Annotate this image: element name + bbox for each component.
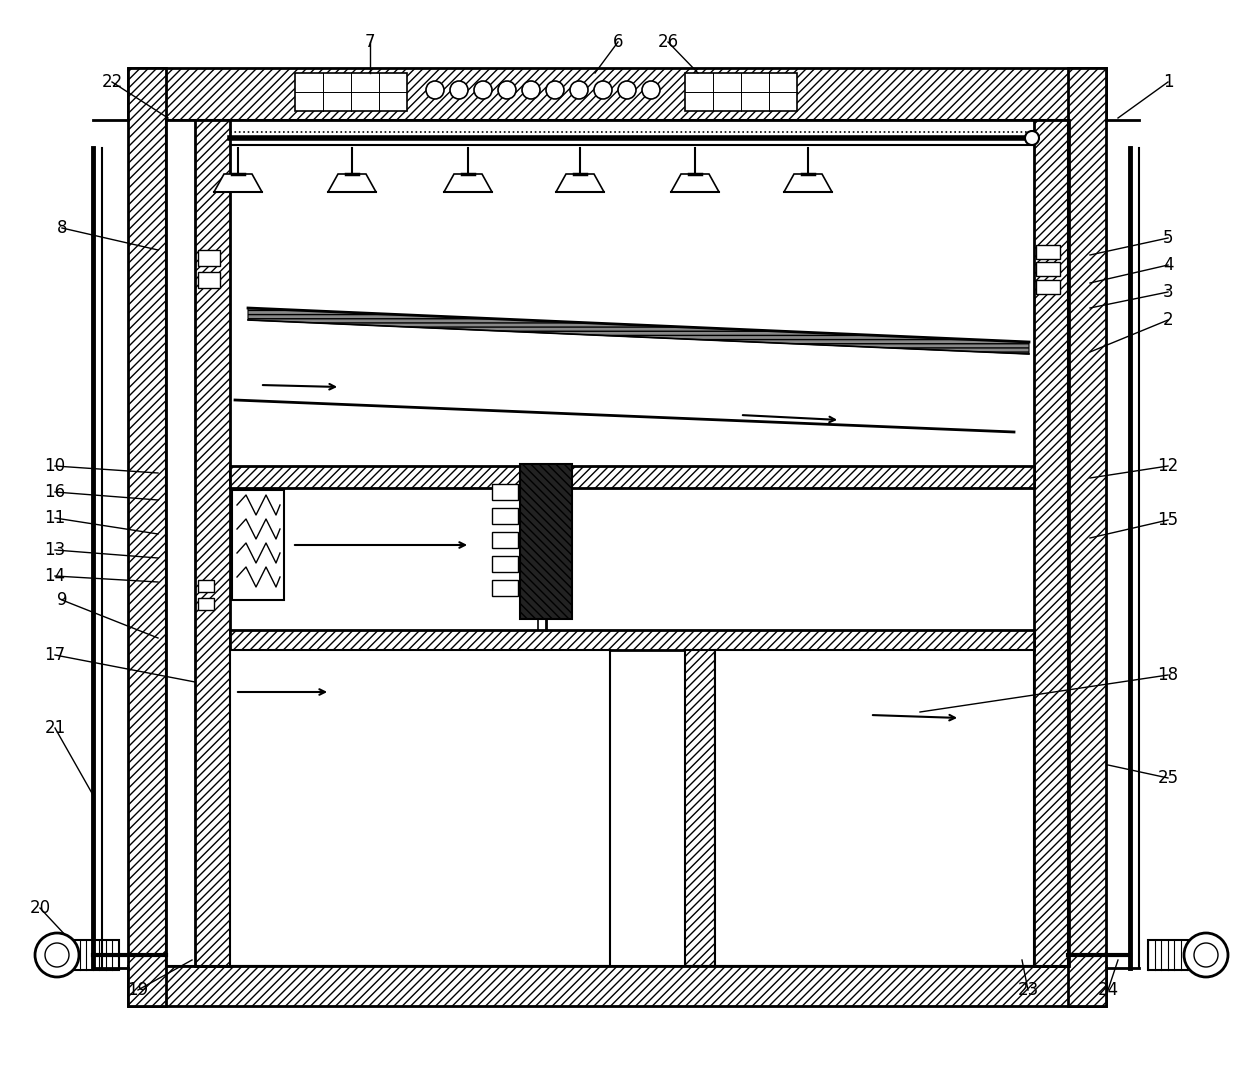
Circle shape (594, 81, 613, 99)
Text: 24: 24 (1097, 981, 1118, 999)
Polygon shape (444, 174, 492, 192)
Polygon shape (671, 174, 719, 192)
Text: 3: 3 (1163, 283, 1173, 301)
Text: 18: 18 (1157, 666, 1178, 684)
Bar (198, 272, 219, 288)
Text: 1: 1 (1163, 73, 1173, 91)
Circle shape (45, 943, 69, 967)
Text: 15: 15 (1157, 511, 1178, 529)
Circle shape (427, 81, 444, 99)
Text: 5: 5 (1163, 229, 1173, 247)
Text: 14: 14 (45, 566, 66, 585)
Bar (232, 490, 284, 600)
Text: 21: 21 (45, 719, 66, 737)
Text: 11: 11 (45, 509, 66, 527)
Bar (1034, 120, 1069, 966)
Text: 20: 20 (30, 899, 51, 917)
Bar (492, 484, 518, 500)
Circle shape (474, 81, 492, 99)
Bar (1035, 245, 1060, 259)
Text: 10: 10 (45, 457, 66, 475)
Bar (229, 630, 1034, 650)
Bar (684, 650, 715, 966)
Polygon shape (329, 174, 376, 192)
Circle shape (1184, 933, 1228, 976)
Bar (1035, 262, 1060, 276)
Bar (229, 466, 1034, 488)
Bar (128, 68, 166, 1006)
Text: 26: 26 (657, 33, 678, 51)
Bar (492, 508, 518, 524)
Text: 12: 12 (1157, 457, 1179, 475)
Circle shape (522, 81, 539, 99)
Bar (684, 73, 797, 111)
Bar (715, 650, 1034, 966)
Circle shape (35, 933, 79, 976)
Circle shape (570, 81, 588, 99)
Circle shape (618, 81, 636, 99)
Circle shape (450, 81, 467, 99)
Text: 9: 9 (57, 591, 67, 609)
Bar (166, 120, 1068, 966)
Bar (1148, 940, 1194, 970)
Bar (128, 68, 1106, 120)
Text: 8: 8 (57, 219, 67, 237)
Text: 17: 17 (45, 646, 66, 664)
Text: 6: 6 (613, 33, 624, 51)
Bar (198, 581, 215, 592)
Polygon shape (248, 308, 1029, 354)
Bar (198, 598, 215, 610)
Text: 19: 19 (128, 981, 149, 999)
Bar (492, 581, 518, 596)
Bar (492, 532, 518, 548)
Bar (195, 120, 229, 966)
Bar (295, 73, 407, 111)
Text: 23: 23 (1017, 981, 1039, 999)
Circle shape (546, 81, 564, 99)
Bar (229, 650, 610, 966)
Polygon shape (556, 174, 604, 192)
Circle shape (642, 81, 660, 99)
Bar (1068, 68, 1106, 1006)
Circle shape (1194, 943, 1218, 967)
Text: 22: 22 (102, 73, 123, 91)
Bar (128, 966, 1106, 1006)
Bar (492, 556, 518, 572)
Text: 7: 7 (365, 33, 376, 51)
Bar (1035, 279, 1060, 293)
Text: 13: 13 (45, 541, 66, 559)
Polygon shape (784, 174, 832, 192)
Circle shape (1025, 131, 1039, 145)
Circle shape (498, 81, 516, 99)
Text: 16: 16 (45, 483, 66, 501)
Bar (520, 464, 572, 619)
Polygon shape (215, 174, 262, 192)
Text: 4: 4 (1163, 256, 1173, 274)
Bar (198, 250, 219, 267)
Text: 2: 2 (1163, 311, 1173, 329)
Bar (73, 940, 119, 970)
Text: 25: 25 (1157, 769, 1178, 787)
